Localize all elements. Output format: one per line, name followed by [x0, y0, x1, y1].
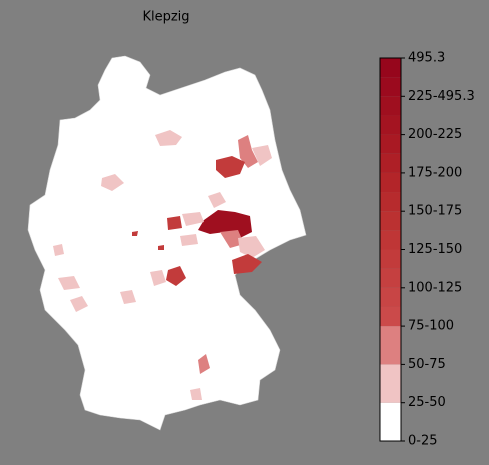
colorbar-label: 175-200: [408, 165, 462, 180]
colorbar-band: [380, 77, 401, 97]
colorbar-band: [380, 306, 401, 327]
colorbar-band: [380, 402, 401, 441]
colorbar-band: [380, 192, 401, 212]
colorbar-label: 125-150: [408, 242, 462, 257]
region: [166, 266, 186, 286]
colorbar-label: 150-175: [408, 204, 462, 219]
colorbar-band: [380, 134, 401, 154]
colorbar-band: [380, 326, 401, 365]
region: [155, 130, 182, 146]
country-outline: [27, 55, 307, 431]
colorbar-label: 0-25: [408, 434, 438, 449]
region: [58, 276, 80, 290]
region: [70, 296, 88, 312]
colorbar-band: [380, 96, 401, 116]
map-title: Klepzig: [142, 10, 189, 25]
region: [220, 230, 244, 248]
colorbar-band: [380, 230, 401, 250]
region: [216, 156, 245, 178]
region: [150, 270, 166, 286]
colorbar-label: 50-75: [408, 357, 446, 372]
region: [132, 231, 138, 236]
colorbar: 0-25 25-50 50-75 75-100 100-125 125-150 150-17…: [379, 51, 475, 449]
colorbar-label: 25-50: [408, 395, 446, 410]
region: [238, 236, 265, 258]
region: [232, 254, 262, 274]
region: [198, 210, 252, 238]
colorbar-band: [380, 249, 401, 269]
region: [120, 290, 136, 304]
colorbar-band: [380, 172, 401, 193]
colorbar-band: [380, 211, 401, 231]
region: [101, 174, 124, 191]
region: [167, 216, 182, 230]
colorbar-label: 225-495.3: [408, 89, 475, 104]
colorbar-band: [380, 364, 401, 403]
colorbar-band: [380, 58, 401, 78]
region: [238, 135, 258, 168]
region: [53, 244, 64, 256]
colorbar-band: [380, 153, 401, 173]
region: [252, 145, 272, 166]
region: [190, 388, 202, 400]
colorbar-label: 495.3: [408, 51, 445, 66]
colorbar-band: [380, 268, 401, 288]
germany-map: [27, 55, 307, 431]
region: [158, 245, 164, 250]
region: [180, 234, 198, 246]
colorbar-band: [380, 287, 401, 307]
colorbar-label: 200-225: [408, 127, 462, 142]
region: [198, 354, 210, 374]
colorbar-label: 75-100: [408, 319, 454, 334]
region: [182, 212, 204, 226]
colorbar-band: [380, 115, 401, 135]
colorbar-label: 100-125: [408, 280, 462, 295]
region: [208, 192, 226, 208]
